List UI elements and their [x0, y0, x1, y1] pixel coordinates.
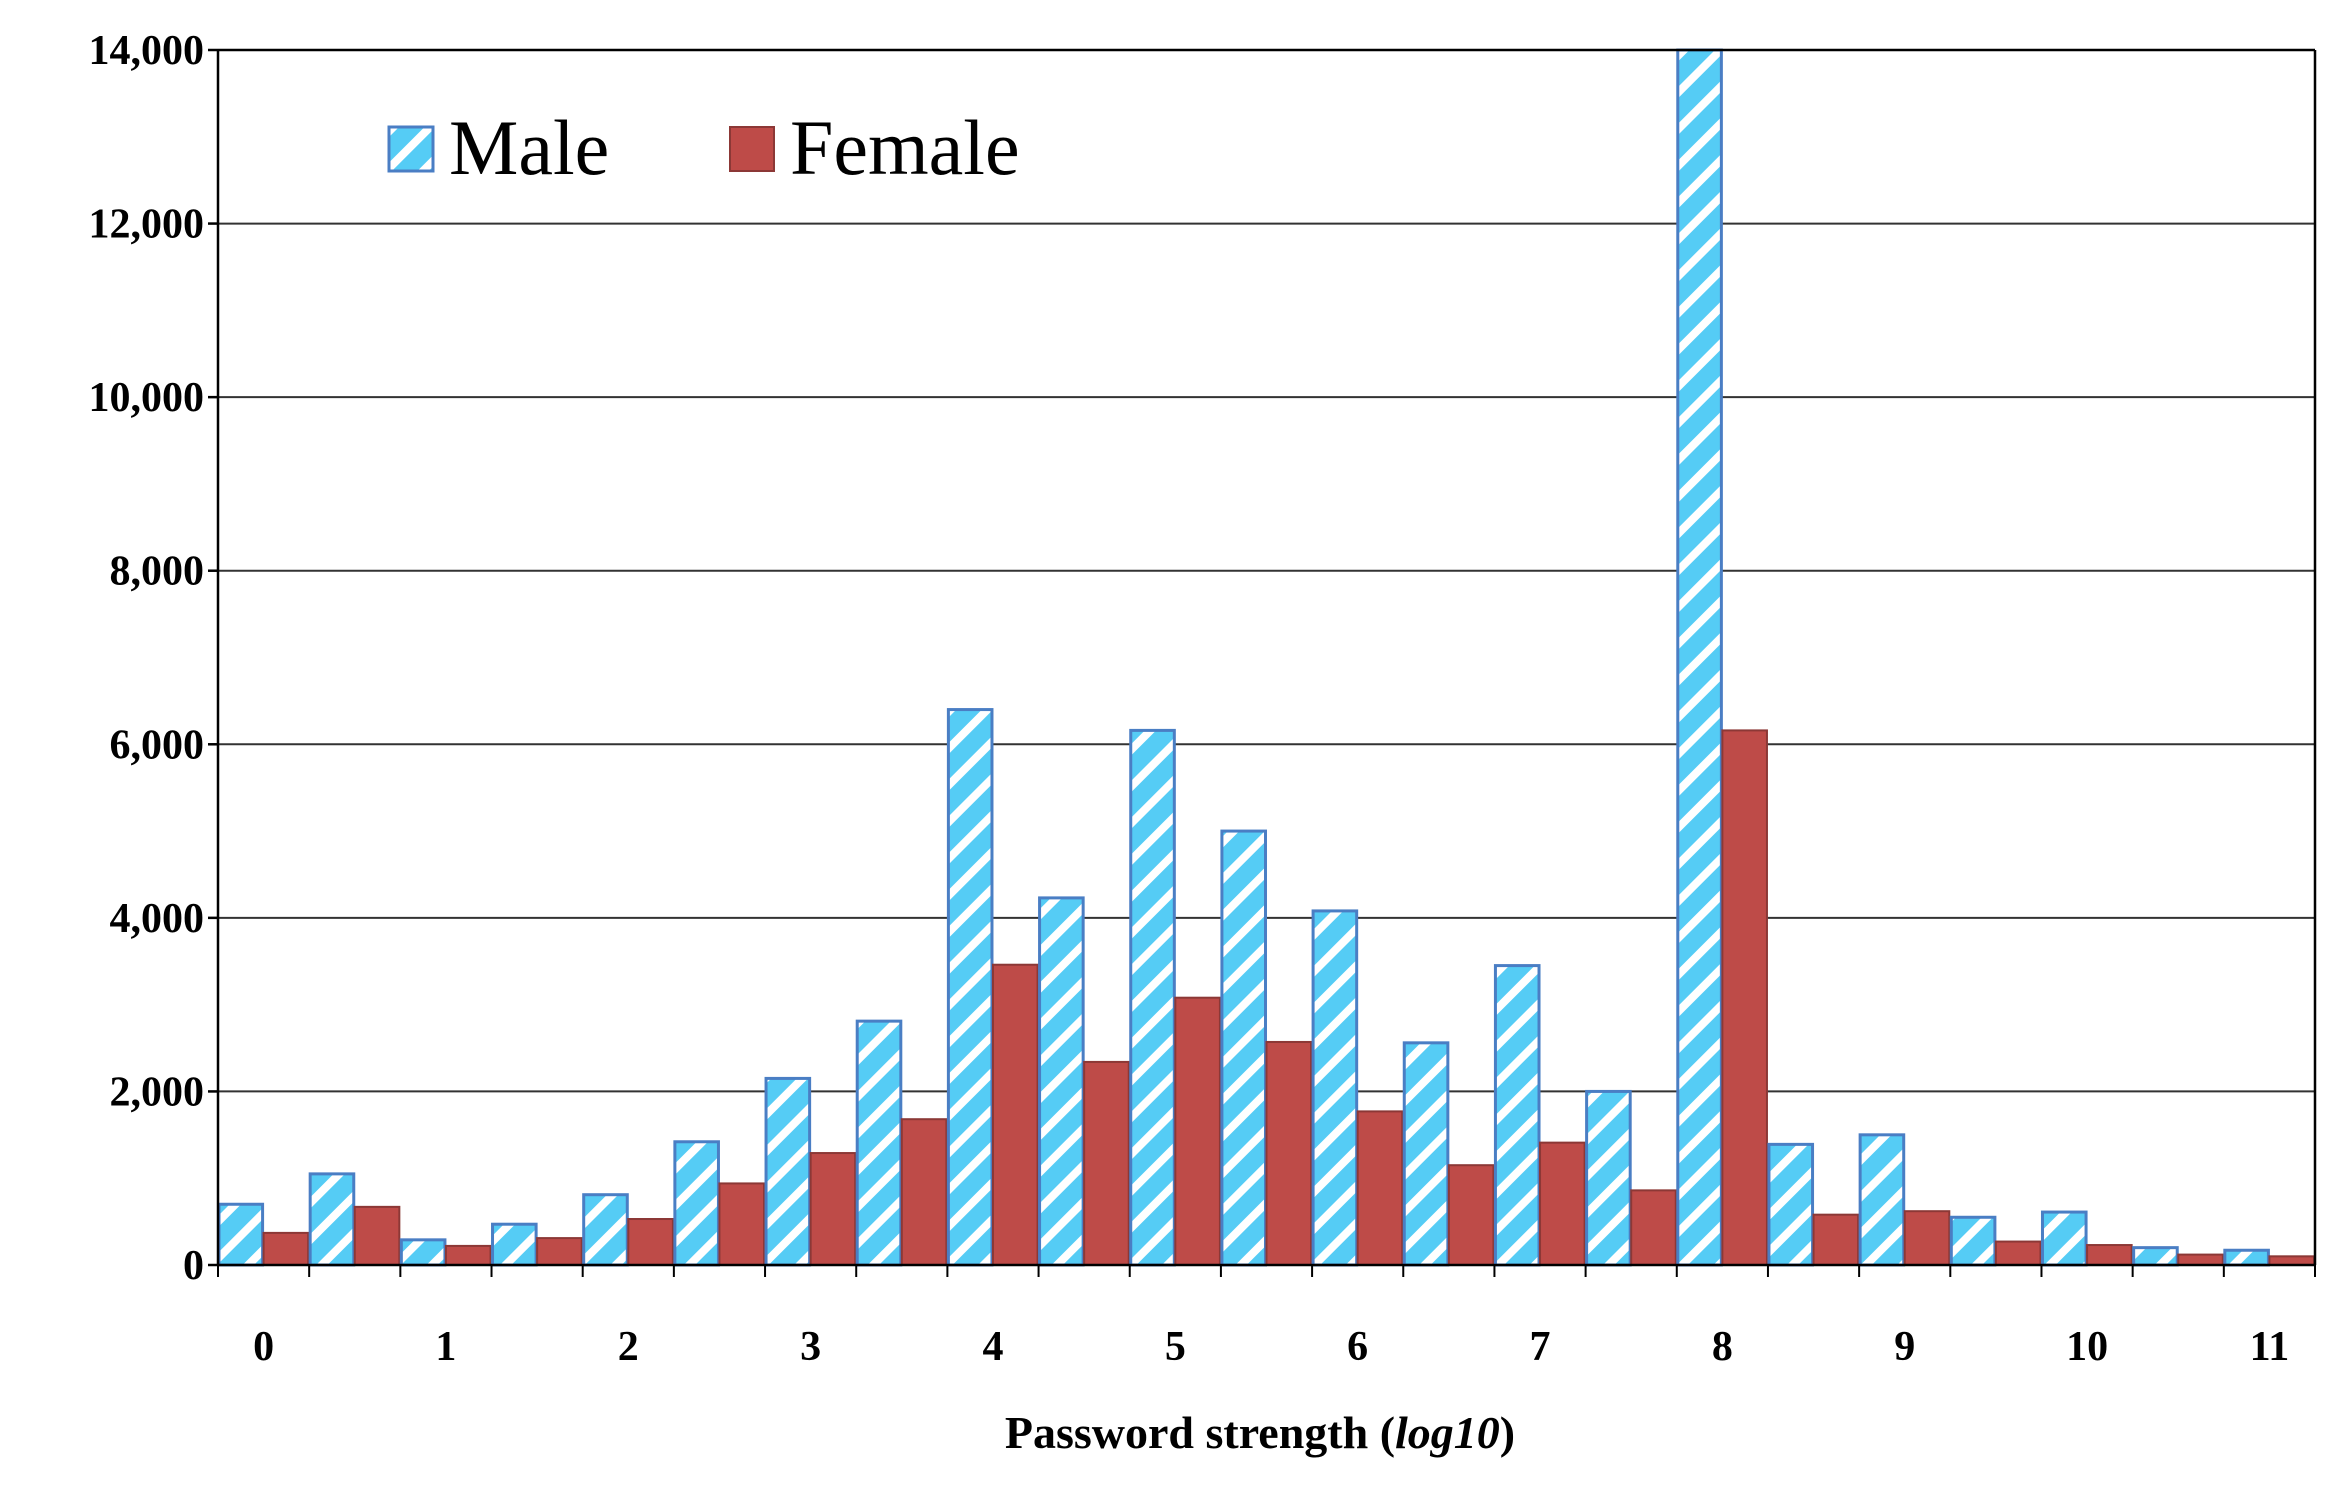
- bar-female: [2268, 1255, 2316, 1266]
- x-tick-label: 11: [2250, 1324, 2290, 1370]
- bar-male: [2223, 1248, 2270, 1267]
- bar-male: [1585, 1089, 1632, 1267]
- legend-label-female: Female: [790, 104, 1020, 191]
- bar-male: [2132, 1246, 2179, 1267]
- y-tick-label: 12,000: [89, 202, 205, 248]
- y-tick-label: 0: [183, 1243, 204, 1289]
- x-tick-label: 6: [1347, 1324, 1368, 1370]
- bar-male: [1129, 728, 1176, 1267]
- bar-female: [2086, 1244, 2133, 1267]
- bar-male: [582, 1193, 629, 1267]
- bar-female: [1903, 1210, 1951, 1267]
- legend-swatch-male: [387, 125, 435, 173]
- bar-female: [1447, 1164, 1495, 1266]
- bar-female: [1539, 1141, 1586, 1267]
- bar-male: [855, 1019, 903, 1267]
- bar-female: [1994, 1240, 2042, 1267]
- legend: Male Female: [387, 104, 1020, 191]
- x-tick-label: 4: [982, 1324, 1003, 1370]
- bar-female: [627, 1218, 674, 1266]
- bar-male: [1493, 964, 1541, 1267]
- bar-male: [491, 1222, 538, 1267]
- x-tick-label: 9: [1894, 1324, 1915, 1370]
- y-axis-tick-labels: 0 2,000 4,000 6,000 8,000 10,000 12,000 14,000: [89, 28, 205, 1289]
- bar-male: [1220, 829, 1268, 1267]
- x-tick-label: 0: [253, 1324, 274, 1370]
- bar-female: [1174, 996, 1221, 1266]
- y-tick-label: 10,000: [89, 375, 205, 421]
- x-tick-label: 8: [1712, 1324, 1733, 1370]
- bar-male: [308, 1172, 356, 1267]
- y-tick-label: 2,000: [110, 1069, 205, 1115]
- y-tick-label: 8,000: [110, 549, 205, 595]
- bar-male: [764, 1076, 812, 1267]
- bar-female: [991, 963, 1039, 1266]
- bar-male: [1767, 1142, 1815, 1267]
- bar-female: [536, 1237, 583, 1267]
- bar-female: [353, 1205, 401, 1266]
- legend-label-male: Male: [449, 104, 609, 191]
- bar-male: [399, 1238, 447, 1267]
- axes: [208, 48, 2317, 1277]
- bar-male: [1858, 1133, 1906, 1267]
- bar-male: [673, 1140, 720, 1267]
- x-tick-label: 10: [2066, 1324, 2108, 1370]
- x-tick-label: 2: [618, 1324, 639, 1370]
- bar-male: [1676, 48, 1723, 1267]
- bar-female: [1356, 1110, 1404, 1266]
- bar-female: [262, 1231, 310, 1266]
- bar-female: [1630, 1189, 1677, 1266]
- legend-swatch-female: [729, 126, 775, 172]
- bar-female: [1265, 1040, 1313, 1266]
- bar-male: [1949, 1215, 1997, 1267]
- y-tick-label: 6,000: [110, 722, 205, 768]
- y-tick-label: 14,000: [89, 28, 205, 74]
- bar-female: [1083, 1060, 1130, 1266]
- bar-male: [1038, 896, 1085, 1267]
- x-tick-label: 1: [435, 1324, 456, 1370]
- x-tick-label: 7: [1530, 1324, 1551, 1370]
- bar-female: [718, 1182, 766, 1266]
- bar-female: [2177, 1253, 2224, 1266]
- x-tick-label: 5: [1165, 1324, 1186, 1370]
- x-axis-title: Password strength (log10): [1005, 1407, 1515, 1458]
- bar-female: [444, 1244, 492, 1266]
- bar-female: [1721, 729, 1768, 1266]
- y-tick-label: 4,000: [110, 896, 205, 942]
- bars: [217, 48, 2316, 1267]
- x-axis-tick-labels: 0 1 2 3 4 5 6 7 8 9 10 11: [253, 1324, 2289, 1370]
- bar-female: [900, 1118, 948, 1266]
- bar-female: [1812, 1213, 1860, 1267]
- bar-male: [217, 1202, 265, 1267]
- x-tick-label: 3: [800, 1324, 821, 1370]
- bar-male: [2040, 1210, 2088, 1267]
- bar-female: [809, 1152, 857, 1266]
- bar-male: [946, 708, 994, 1267]
- bar-male: [1402, 1041, 1450, 1267]
- bar-male: [1311, 909, 1359, 1267]
